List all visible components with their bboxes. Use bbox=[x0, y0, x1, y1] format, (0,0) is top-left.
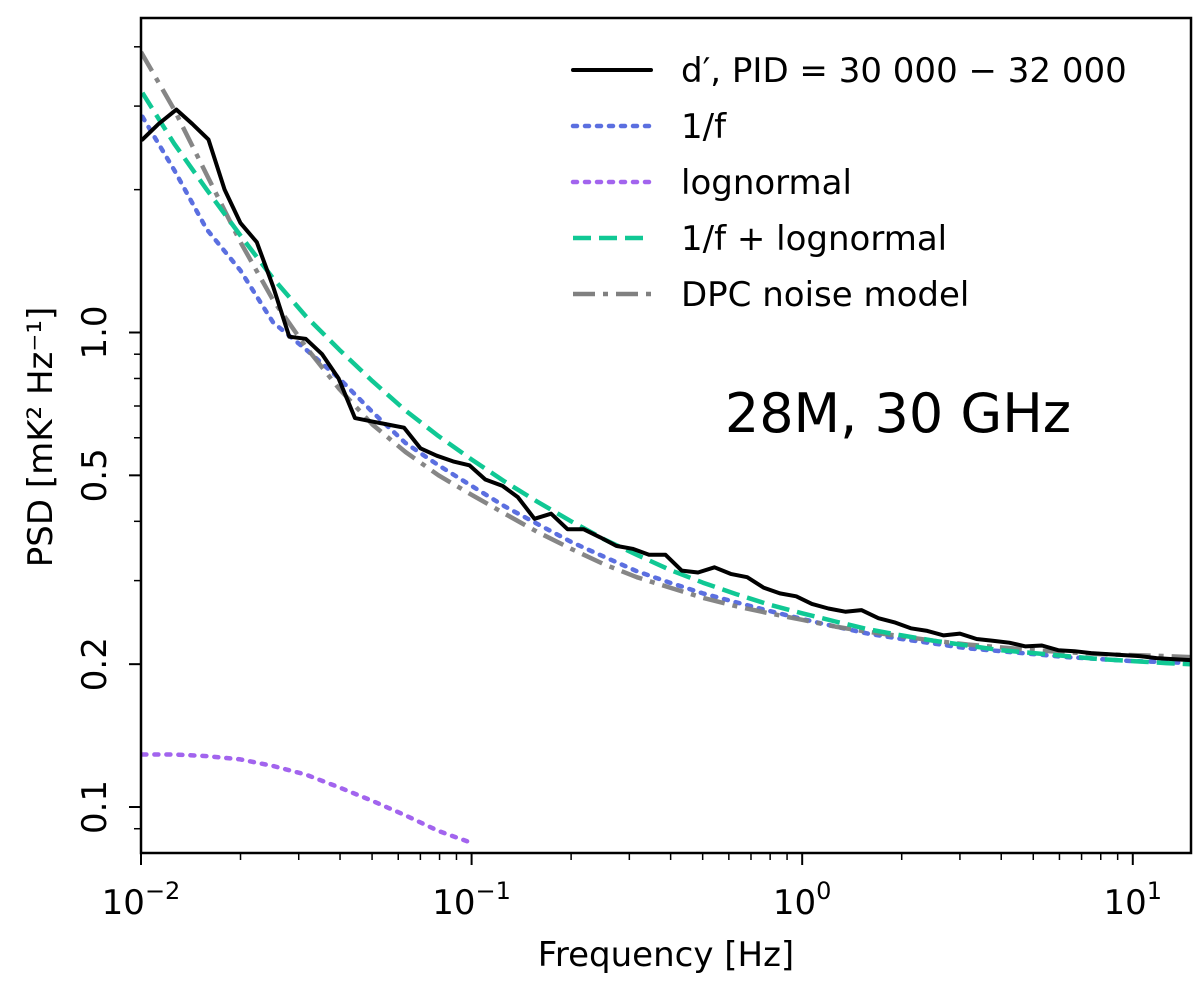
y-tick-label: 0.5 bbox=[75, 448, 115, 502]
x-tick-label: 10−1 bbox=[432, 877, 511, 923]
ticks-layer bbox=[129, 46, 1134, 865]
x-tick-label: 100 bbox=[773, 877, 832, 923]
series-line-3 bbox=[141, 91, 1191, 667]
y-tick-label: 0.2 bbox=[75, 637, 115, 691]
legend-label-4: DPC noise model bbox=[681, 275, 969, 315]
legend-label-0: d′, PID = 30 000 − 32 000 bbox=[681, 51, 1127, 91]
x-tick-label: 10−2 bbox=[102, 877, 181, 923]
series-line-4 bbox=[141, 50, 1191, 660]
y-tick-label: 0.1 bbox=[75, 780, 115, 834]
x-axis-title: Frequency [Hz] bbox=[538, 935, 794, 975]
x-tick-label: 101 bbox=[1104, 877, 1163, 923]
tick-labels: 10−2 10−1 100 101 0.1 0.2 0.5 1.0 bbox=[75, 305, 1162, 923]
plot-frame bbox=[139, 16, 1193, 855]
series-line-2 bbox=[141, 752, 474, 846]
chart-annotation: 28M, 30 GHz bbox=[725, 382, 1071, 445]
series-line-0 bbox=[141, 107, 1191, 663]
y-tick-label: 1.0 bbox=[75, 305, 115, 359]
legend: d′, PID = 30 000 − 32 000 1/f lognormal 1/f… bbox=[570, 51, 1127, 315]
y-axis-title: PSD [mK² Hz⁻¹] bbox=[21, 307, 61, 567]
legend-label-3: 1/f + lognormal bbox=[681, 219, 947, 259]
legend-label-1: 1/f bbox=[681, 107, 727, 147]
series-layer bbox=[141, 50, 1191, 846]
legend-label-2: lognormal bbox=[681, 163, 852, 203]
